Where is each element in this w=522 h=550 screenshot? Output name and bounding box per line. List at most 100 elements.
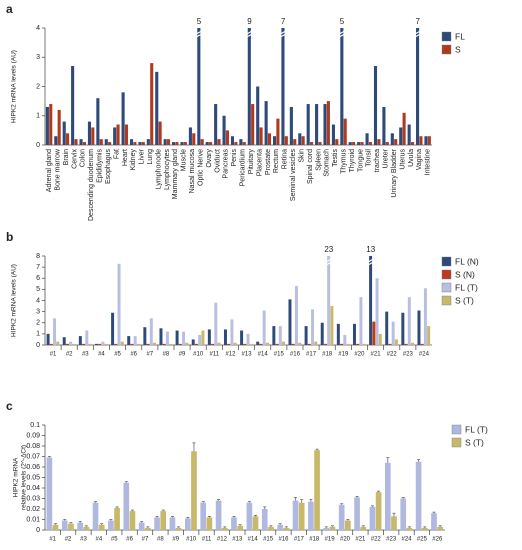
bar <box>159 328 163 345</box>
bar <box>206 517 213 530</box>
bar <box>323 343 327 345</box>
bar <box>192 133 196 145</box>
bar <box>320 322 324 345</box>
legend-label: FL (T) <box>465 424 488 434</box>
x-tick-label: Urinary Bladder <box>391 148 398 197</box>
bar <box>237 525 243 530</box>
x-tick-label: #10 <box>186 537 197 543</box>
bar <box>121 92 125 145</box>
y-tick-label: 0 <box>36 342 40 349</box>
bar <box>104 139 108 145</box>
bar <box>108 142 112 145</box>
bar <box>326 101 330 145</box>
x-tick-label: #7 <box>146 352 153 358</box>
bar <box>124 124 129 145</box>
x-tick-label: Bone marrow <box>54 148 61 191</box>
bar <box>354 497 360 530</box>
x-tick-label: Adrenal gland <box>46 149 53 192</box>
bar <box>165 331 169 345</box>
bar <box>166 139 171 145</box>
bar <box>335 139 339 145</box>
bar <box>117 263 121 345</box>
x-tick-label: Stomach <box>324 149 331 177</box>
bar <box>96 98 100 145</box>
bar <box>352 142 356 145</box>
x-tick-label: Lymphocytes <box>164 149 171 190</box>
bar <box>180 142 184 145</box>
x-tick-label: Tonsil <box>366 149 373 167</box>
bar <box>175 527 182 530</box>
bar <box>133 336 137 345</box>
bar <box>62 121 66 145</box>
bar <box>307 343 311 345</box>
bar <box>133 142 137 145</box>
bar <box>411 342 415 345</box>
x-tick-label: Brain <box>63 149 70 165</box>
bar <box>207 329 211 345</box>
x-tick-label: Optic Nerve <box>197 149 204 186</box>
bar <box>377 139 381 145</box>
bar <box>348 142 352 145</box>
bar <box>175 330 179 345</box>
bar <box>385 142 389 145</box>
x-tick-label: #6 <box>126 537 133 543</box>
x-tick-label: Uvula <box>408 149 415 167</box>
x-tick-label: Rectum <box>273 149 280 173</box>
bar <box>261 509 268 530</box>
bar <box>304 326 308 345</box>
bar <box>172 142 176 145</box>
x-tick-label: Fat <box>113 149 120 159</box>
bar <box>388 343 392 345</box>
bar <box>233 342 237 345</box>
axis-break <box>339 33 345 38</box>
x-tick-label: Penis <box>231 149 238 167</box>
x-tick-label: Muscle <box>181 149 188 171</box>
x-tick-label: Heart <box>122 149 129 166</box>
bar <box>327 256 331 345</box>
bar <box>62 337 66 345</box>
bar <box>415 461 422 530</box>
y-tick-label: 4 <box>36 297 40 304</box>
y-tick-label: 0.1 <box>30 422 40 429</box>
value-label: 5 <box>340 17 345 26</box>
axis-break <box>367 261 374 266</box>
legend-swatch <box>441 295 452 306</box>
bar <box>146 139 150 145</box>
bar <box>74 139 78 145</box>
bar <box>291 343 295 345</box>
bar <box>391 516 397 530</box>
bar <box>54 136 58 145</box>
x-tick-label: Intestine <box>425 149 432 176</box>
x-tick-label: #3 <box>80 537 87 543</box>
x-tick-label: Epididymis <box>97 149 104 183</box>
bar <box>49 343 53 345</box>
bar <box>98 343 102 345</box>
x-tick-label: Cervix <box>71 149 78 169</box>
x-tick-label: #22 <box>371 537 382 543</box>
x-tick-label: Descending duodenum <box>88 149 95 221</box>
x-tick-label: #7 <box>142 537 149 543</box>
bar <box>318 142 322 145</box>
legend-swatch <box>441 44 452 55</box>
x-tick-label: #4 <box>98 352 105 358</box>
bar <box>267 133 272 145</box>
bar <box>359 297 363 345</box>
x-tick-label: #9 <box>179 352 186 358</box>
bar <box>108 520 114 530</box>
bar <box>129 139 134 145</box>
bar <box>211 343 215 345</box>
bar <box>49 104 53 145</box>
bar <box>394 139 398 145</box>
bar <box>373 66 378 145</box>
x-tick-label: #5 <box>114 352 121 358</box>
bar <box>230 136 235 145</box>
bar <box>79 139 83 145</box>
legend-label: S (T) <box>455 295 474 305</box>
x-tick-label: #19 <box>338 352 349 358</box>
bar <box>223 329 227 345</box>
x-tick-label: Liver <box>139 148 146 164</box>
x-tick-label: Thyroid <box>349 149 356 172</box>
bar <box>61 520 68 530</box>
bar <box>217 342 221 345</box>
legend-swatch <box>441 31 452 42</box>
